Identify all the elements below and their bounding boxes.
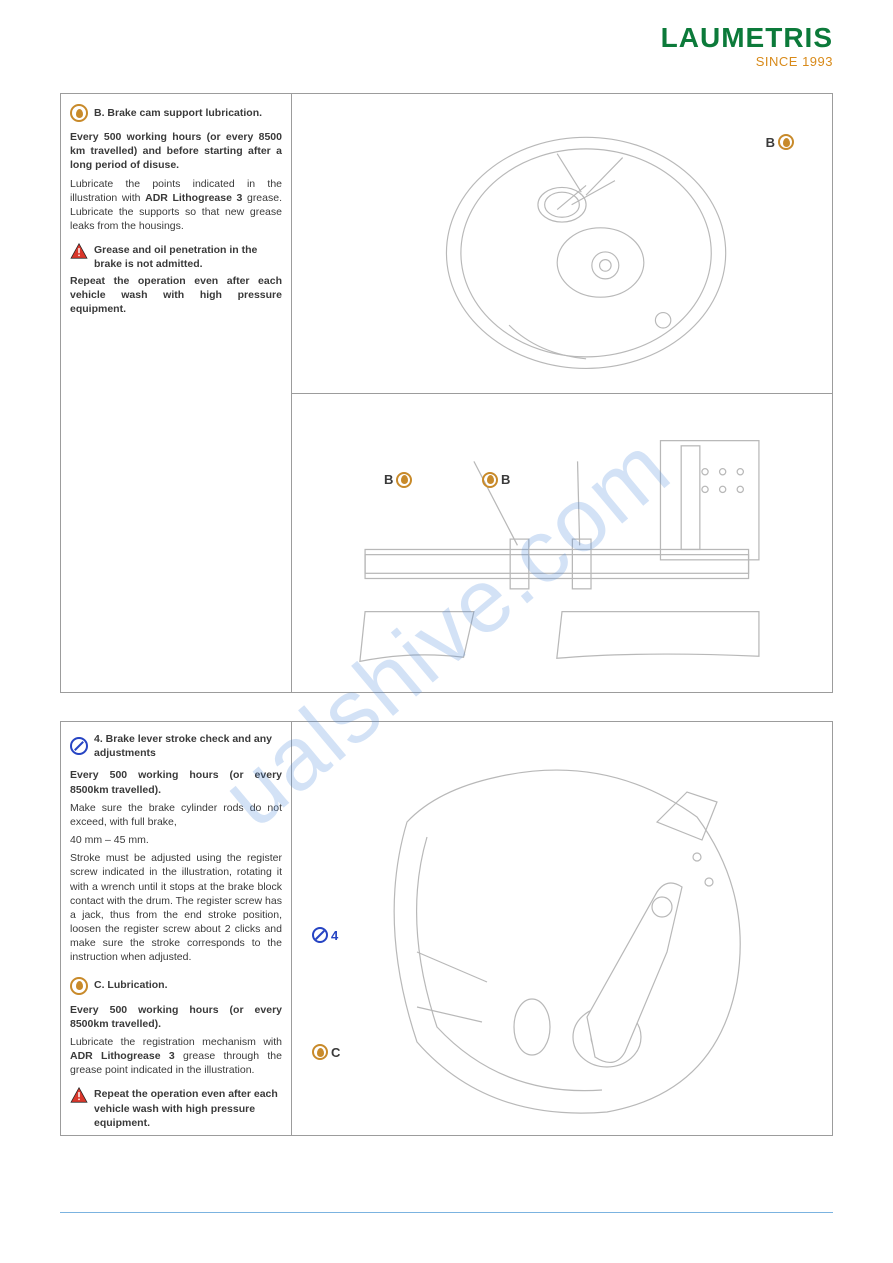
marker-4-label: 4 <box>331 928 338 943</box>
lubrication-icon <box>70 104 88 122</box>
brake-lever-svg <box>292 722 832 1135</box>
section-b-body: Lubricate the points indicated in the il… <box>70 177 282 234</box>
section-b-heading: B. Brake cam support lubrication. <box>70 104 282 122</box>
lubrication-icon <box>396 472 412 488</box>
section-c-warning: Repeat the operation even after each veh… <box>70 1087 282 1130</box>
marker-b-top: B <box>766 134 794 150</box>
section-4-interval: Every 500 working hours (or every 8500km… <box>70 768 282 796</box>
marker-b-bottom-left: B <box>384 472 412 488</box>
diagram-brake-lever: 4 C <box>292 722 832 1135</box>
section-b-title: B. Brake cam support lubrication. <box>94 106 262 120</box>
axle-svg <box>292 394 832 693</box>
section-4-title: 4. Brake lever stroke check and any adju… <box>94 732 282 760</box>
lubrication-icon <box>312 1044 328 1060</box>
marker-c-label: C <box>331 1045 340 1060</box>
marker-c: C <box>312 1044 340 1060</box>
brand-tagline: SINCE 1993 <box>661 54 833 69</box>
section-4-range: 40 mm – 45 mm. <box>70 833 282 847</box>
section-b-warning: Grease and oil penetration in the brake … <box>70 243 282 271</box>
page-header: LAUMETRIS SINCE 1993 <box>60 24 833 69</box>
brand-logo: LAUMETRIS SINCE 1993 <box>661 24 833 69</box>
section-c-body: Lubricate the registration mechanism wit… <box>70 1035 282 1078</box>
panel-4c-diagram: 4 C <box>292 722 832 1135</box>
panel-b-text: B. Brake cam support lubrication. Every … <box>61 94 292 692</box>
marker-b-br-label: B <box>501 472 510 487</box>
check-icon <box>70 737 88 755</box>
warning-icon <box>70 243 88 259</box>
panel-b-diagrams: B B <box>292 94 832 692</box>
section-c-grease: ADR Lithogrease 3 <box>70 1050 175 1062</box>
section-b-warn-1: Grease and oil penetration in the brake … <box>94 244 257 270</box>
marker-b-bl-label: B <box>384 472 393 487</box>
section-b-grease: ADR Lithogrease 3 <box>145 192 242 204</box>
marker-b-top-label: B <box>766 135 775 150</box>
diagram-axle: B B <box>292 393 832 693</box>
panel-4c-text: 4. Brake lever stroke check and any adju… <box>61 722 292 1135</box>
lubrication-icon <box>778 134 794 150</box>
section-b-warn-text: Grease and oil penetration in the brake … <box>94 243 282 271</box>
section-4-heading: 4. Brake lever stroke check and any adju… <box>70 732 282 760</box>
section-c-warn-text: Repeat the operation even after each veh… <box>94 1087 282 1130</box>
section-b-interval: Every 500 working hours (or every 8500 k… <box>70 130 282 173</box>
section-c-body-1: Lubricate the registration mechanism wit… <box>70 1036 282 1048</box>
section-4-body-1: Make sure the brake cylinder rods do not… <box>70 801 282 829</box>
footer-divider <box>60 1212 833 1213</box>
marker-b-bottom-right: B <box>482 472 510 488</box>
section-4-body-2: Stroke must be adjusted using the regist… <box>70 851 282 964</box>
check-icon <box>312 927 328 943</box>
instruction-panel-b: B. Brake cam support lubrication. Every … <box>60 93 833 693</box>
marker-4: 4 <box>312 927 338 943</box>
diagram-hub: B <box>292 94 832 393</box>
lubrication-icon <box>482 472 498 488</box>
lubrication-icon <box>70 977 88 995</box>
warning-icon <box>70 1087 88 1103</box>
section-c-title: C. Lubrication. <box>94 978 168 992</box>
section-c-interval: Every 500 working hours (or every 8500km… <box>70 1003 282 1031</box>
hub-svg <box>292 94 832 393</box>
brand-name: LAUMETRIS <box>661 24 833 52</box>
section-b-warn-2: Repeat the operation even after each veh… <box>70 274 282 317</box>
instruction-panel-4c: 4. Brake lever stroke check and any adju… <box>60 721 833 1136</box>
section-c-heading: C. Lubrication. <box>70 977 282 995</box>
